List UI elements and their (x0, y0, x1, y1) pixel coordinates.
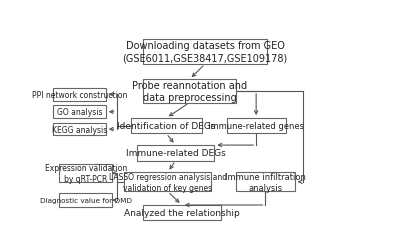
FancyBboxPatch shape (137, 146, 214, 161)
FancyBboxPatch shape (227, 118, 286, 134)
Text: Diagnostic value for DMD: Diagnostic value for DMD (40, 197, 132, 203)
FancyBboxPatch shape (143, 205, 220, 220)
FancyBboxPatch shape (59, 194, 112, 207)
Text: Expression validation
by qRT-PCR: Expression validation by qRT-PCR (44, 164, 127, 184)
Text: PPI network construction: PPI network construction (32, 90, 127, 100)
Text: Immune-related genes: Immune-related genes (208, 122, 304, 131)
Text: Probe reannotation and
data preprocessing: Probe reannotation and data preprocessin… (132, 80, 247, 103)
Text: Identification of DEGs: Identification of DEGs (117, 122, 216, 131)
FancyBboxPatch shape (143, 40, 267, 65)
Text: LASSO regression analysis and
validation of key genes: LASSO regression analysis and validation… (109, 172, 227, 192)
Text: Analyzed the relationship: Analyzed the relationship (124, 208, 240, 217)
Text: KEGG analysis: KEGG analysis (52, 125, 107, 134)
Text: Immune-related DEGs: Immune-related DEGs (126, 149, 226, 158)
FancyBboxPatch shape (53, 123, 106, 136)
Text: GO analysis: GO analysis (57, 108, 102, 117)
Text: Immune infiltration
analysis: Immune infiltration analysis (225, 172, 306, 192)
FancyBboxPatch shape (236, 172, 295, 192)
FancyBboxPatch shape (131, 118, 202, 134)
Text: Downloading datasets from GEO
(GSE6011,GSE38417,GSE109178): Downloading datasets from GEO (GSE6011,G… (122, 41, 288, 63)
FancyBboxPatch shape (59, 165, 112, 182)
FancyBboxPatch shape (124, 172, 211, 192)
FancyBboxPatch shape (53, 89, 106, 101)
FancyBboxPatch shape (53, 106, 106, 118)
FancyBboxPatch shape (143, 80, 236, 103)
